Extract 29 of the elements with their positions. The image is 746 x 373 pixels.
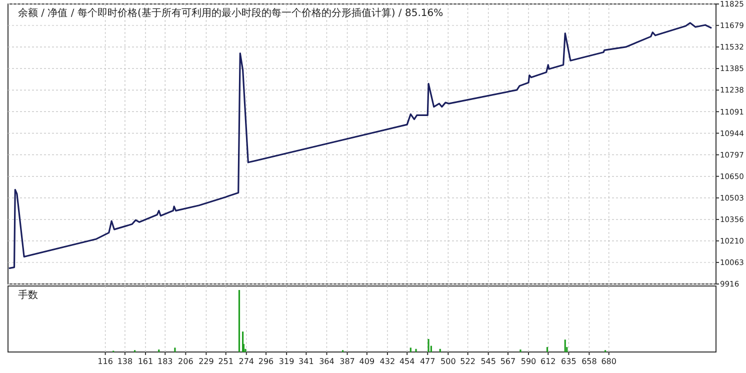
- x-tick-label: 432: [380, 357, 396, 366]
- line-series: [8, 22, 712, 270]
- x-tick-label: 545: [480, 357, 496, 366]
- x-tick-label: 274: [238, 357, 254, 366]
- x-tick-label: 567: [500, 357, 516, 366]
- x-tick-label: 477: [420, 357, 436, 366]
- x-tick-label: 500: [440, 357, 456, 366]
- x-tick-label: 364: [319, 357, 334, 366]
- x-tick-label: 251: [218, 357, 234, 366]
- x-tick-label: 206: [178, 357, 194, 366]
- chart-title: 手数: [18, 289, 38, 301]
- x-tick-label: 138: [117, 357, 133, 366]
- x-tick-label: 116: [98, 357, 113, 366]
- x-tick-label: 409: [359, 357, 375, 366]
- x-tick-label: 161: [138, 357, 154, 366]
- x-tick-label: 454: [399, 357, 415, 366]
- x-tick-label: 658: [582, 357, 597, 366]
- x-tick-label: 319: [278, 357, 294, 366]
- x-tick-label: 522: [460, 357, 476, 366]
- x-tick-label: 229: [198, 357, 214, 366]
- x-tick-label: 680: [601, 357, 617, 366]
- x-tick-label: 183: [157, 357, 173, 366]
- x-tick-label: 296: [258, 357, 274, 366]
- x-tick-label: 612: [540, 357, 556, 366]
- x-tick-label: 341: [298, 357, 314, 366]
- x-tick-label: 590: [520, 357, 536, 366]
- chart-title: 余额 / 净值 / 每个即时价格(基于所有可利用的最小时段的每一个价格的分形插值计算) / 85.16%: [18, 7, 444, 19]
- x-tick-label: 387: [340, 357, 355, 366]
- x-tick-label: 635: [561, 357, 576, 366]
